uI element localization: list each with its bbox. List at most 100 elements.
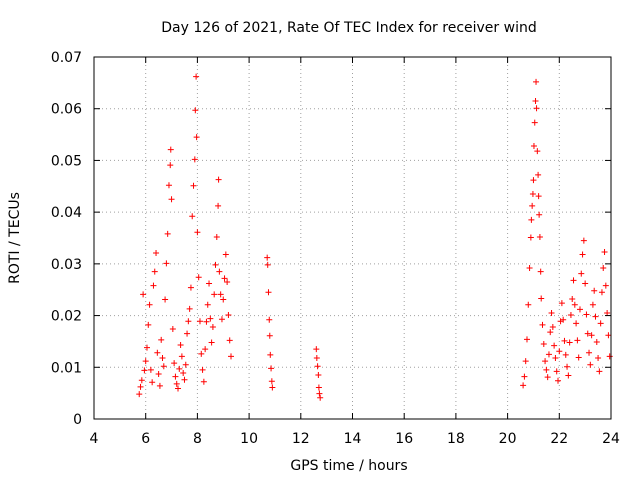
data-point [266, 332, 273, 339]
data-point [531, 119, 538, 126]
data-point [595, 354, 602, 361]
data-point [187, 284, 194, 291]
data-point [555, 377, 562, 384]
data-point [162, 296, 169, 303]
data-point [313, 346, 320, 353]
data-point [569, 296, 576, 303]
data-point [543, 366, 550, 373]
data-point [604, 309, 611, 316]
data-point [573, 320, 580, 327]
data-point [172, 373, 179, 380]
data-point [154, 349, 161, 356]
data-point [570, 277, 577, 284]
data-point [158, 336, 165, 343]
data-point [175, 385, 182, 392]
data-point [206, 280, 213, 287]
data-point [178, 353, 185, 360]
data-point [314, 363, 321, 370]
y-tick-label: 0.07 [51, 50, 82, 66]
data-point [537, 268, 544, 275]
data-point [567, 312, 574, 319]
data-point [526, 264, 533, 271]
y-tick-label: 0.04 [51, 205, 82, 221]
data-point [216, 268, 223, 275]
data-point [596, 368, 603, 375]
x-tick-label: 16 [395, 431, 413, 447]
data-point [535, 193, 542, 200]
data-point [540, 341, 547, 348]
data-point [168, 196, 175, 203]
data-point [587, 361, 594, 368]
data-point [561, 337, 568, 344]
data-point [533, 105, 540, 112]
y-tick-label: 0.06 [51, 102, 82, 118]
data-point [533, 78, 540, 85]
data-point [583, 311, 590, 318]
chart-title: Day 126 of 2021, Rate Of TEC Index for r… [161, 20, 536, 36]
data-point [143, 344, 150, 351]
data-point [222, 251, 229, 258]
data-point [560, 316, 567, 323]
x-axis-title: GPS time / hours [290, 458, 407, 474]
data-point [317, 394, 324, 401]
x-tick-label: 18 [447, 431, 465, 447]
data-point [539, 321, 546, 328]
data-point [156, 382, 163, 389]
data-point [207, 315, 214, 322]
data-point [184, 330, 191, 337]
data-point [268, 378, 275, 385]
data-point [212, 261, 219, 268]
data-point [153, 249, 160, 256]
data-point [565, 372, 572, 379]
data-point [191, 156, 198, 163]
data-point [564, 363, 571, 370]
data-point [155, 371, 162, 378]
data-point [544, 374, 551, 381]
data-point [146, 301, 153, 308]
data-point [584, 330, 591, 337]
data-point [530, 177, 537, 184]
x-tick-label: 24 [602, 431, 620, 447]
data-point [150, 282, 157, 289]
data-point [591, 287, 598, 294]
data-point [193, 73, 200, 80]
x-tick-label: 4 [90, 431, 99, 447]
data-point [215, 176, 222, 183]
data-point [593, 338, 600, 345]
data-point [315, 384, 322, 391]
data-point [137, 383, 144, 390]
x-tick-label: 20 [499, 431, 517, 447]
data-point [204, 301, 211, 308]
data-point [220, 296, 227, 303]
data-point [224, 278, 231, 285]
data-point [167, 146, 174, 153]
data-point [586, 349, 593, 356]
data-point [203, 318, 210, 325]
data-point [562, 351, 569, 358]
data-point [580, 237, 587, 244]
data-point [556, 348, 563, 355]
data-point [159, 354, 166, 361]
data-point [196, 318, 203, 325]
data-point [553, 368, 560, 375]
data-point [535, 171, 542, 178]
data-point [267, 351, 274, 358]
data-point [215, 202, 222, 209]
data-point [545, 351, 552, 358]
data-point [169, 326, 176, 333]
data-point [211, 291, 218, 298]
data-point [528, 216, 535, 223]
data-point [600, 264, 607, 271]
data-point [534, 148, 541, 155]
x-tick-label: 12 [292, 431, 310, 447]
data-point [217, 291, 224, 298]
data-point [181, 376, 188, 383]
axis-ticks: 4 6 8 10 12 14 16 18 20 22 24 0 0.01 0.02 0.03 0.04 0.05… [51, 50, 620, 447]
data-point [142, 358, 149, 365]
data-point [529, 202, 536, 209]
data-point [269, 384, 276, 391]
data-point [182, 361, 189, 368]
data-point [552, 354, 559, 361]
data-point [264, 261, 271, 268]
